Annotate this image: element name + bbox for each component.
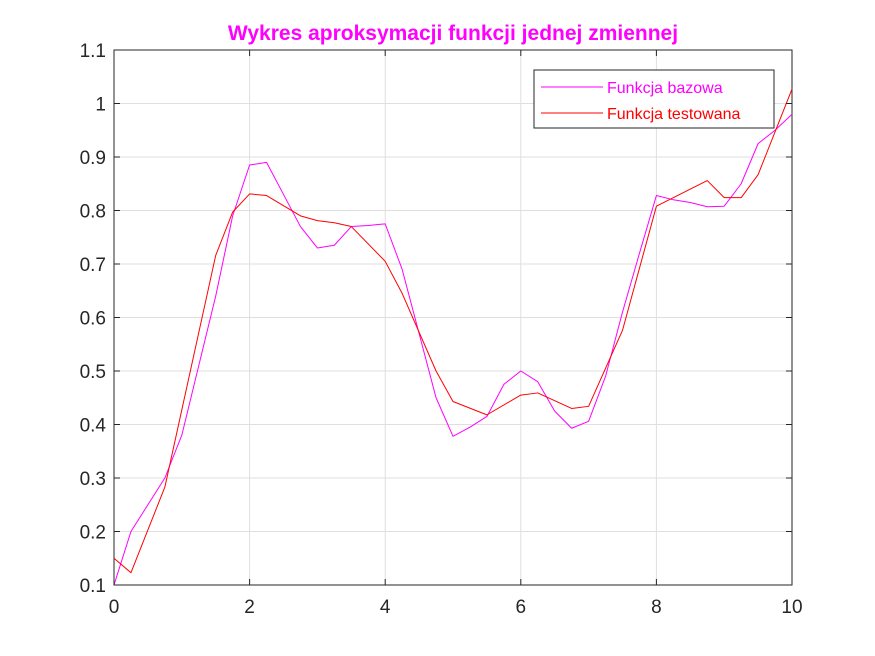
x-tick-label: 4 [380,597,391,618]
y-tick-label: 0.2 [80,523,106,544]
x-tick-label: 2 [244,597,255,618]
series-line-funkcja-testowana [113,88,793,574]
grid [113,49,793,586]
legend: Funkcja bazowa Funkcja testowana [533,69,775,129]
y-tick-label: 1.1 [80,41,106,62]
series-line-funkcja-bazowa [113,113,793,586]
x-tick-label: 0 [109,597,120,618]
y-tick-label: 0.7 [80,255,106,276]
y-tick-label: 1 [95,95,106,116]
axis-ticks: 0 2 4 6 8 10 0.1 0.2 0.3 0.4 0.5 0.6 0.7 0.8 0.9 1 1.1 [80,41,803,618]
y-tick-label: 0.9 [80,148,106,169]
x-tick-label: 8 [651,597,662,618]
y-tick-label: 0.3 [80,469,106,490]
chart-title: Wykres aproksymacji funkcji jednej zmien… [228,22,678,45]
y-tick-label: 0.4 [80,416,107,437]
legend-label-funkcja-testowana: Funkcja testowana [607,106,741,123]
y-tick-label: 0.6 [80,309,106,330]
series-layer [113,88,793,586]
x-tick-label: 6 [516,597,527,618]
y-tick-label: 0.8 [80,202,106,223]
legend-box [533,69,775,129]
y-tick-label: 0.1 [80,576,106,597]
legend-label-funkcja-bazowa: Funkcja bazowa [607,80,723,97]
y-tick-label: 0.5 [80,362,106,383]
x-tick-label: 10 [781,597,802,618]
